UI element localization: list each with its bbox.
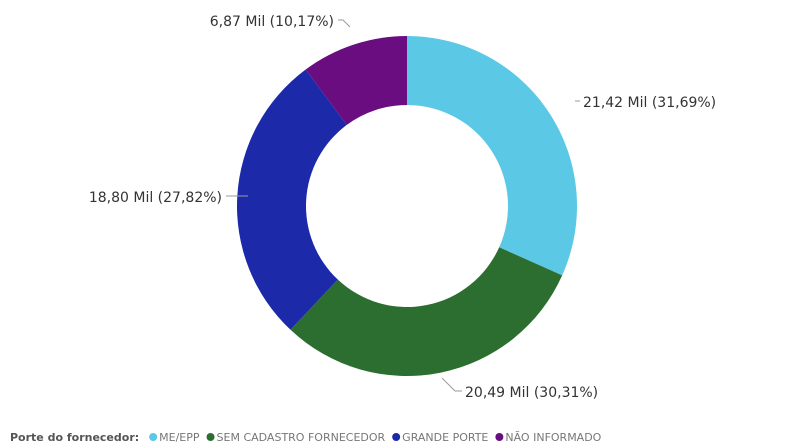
data-label-grande-porte: 18,80 Mil (27,82%) xyxy=(89,190,222,206)
legend-marker-me-epp xyxy=(149,433,158,441)
slice-nao-informado[interactable] xyxy=(305,36,407,125)
legend: Porte do fornecedor: ME/EPP SEM CADASTRO … xyxy=(10,431,602,444)
legend-title: Porte do fornecedor: xyxy=(10,431,139,444)
legend-item-grande-porte[interactable]: GRANDE PORTE xyxy=(402,431,488,444)
legend-marker-nao-informado xyxy=(495,433,504,441)
legend-item-sem-cadastro-fornecedor[interactable]: SEM CADASTRO FORNECEDOR xyxy=(217,431,386,444)
leader-line-nao-informado xyxy=(338,19,351,28)
leader-line-sem-cadastro-fornecedor xyxy=(441,377,462,392)
legend-item-me-epp[interactable]: ME/EPP xyxy=(159,431,200,444)
data-label-nao-informado: 6,87 Mil (10,17%) xyxy=(210,14,334,30)
data-labels: 21,42 Mil (31,69%) 20,49 Mil (30,31%) 18,8… xyxy=(89,14,716,401)
data-label-sem-cadastro-fornecedor: 20,49 Mil (30,31%) xyxy=(465,385,598,401)
leader-lines xyxy=(226,19,580,392)
slice-sem-cadastro-fornecedor[interactable] xyxy=(290,247,563,377)
legend-marker-sem-cadastro-fornecedor xyxy=(206,433,215,441)
legend-item-nao-informado[interactable]: NÃO INFORMADO xyxy=(505,431,601,444)
donut-slices xyxy=(237,36,577,377)
legend-marker-grande-porte xyxy=(392,433,401,441)
slice-grande-porte[interactable] xyxy=(237,69,347,330)
data-label-me-epp: 21,42 Mil (31,69%) xyxy=(583,95,716,111)
slice-me-epp[interactable] xyxy=(407,36,577,276)
